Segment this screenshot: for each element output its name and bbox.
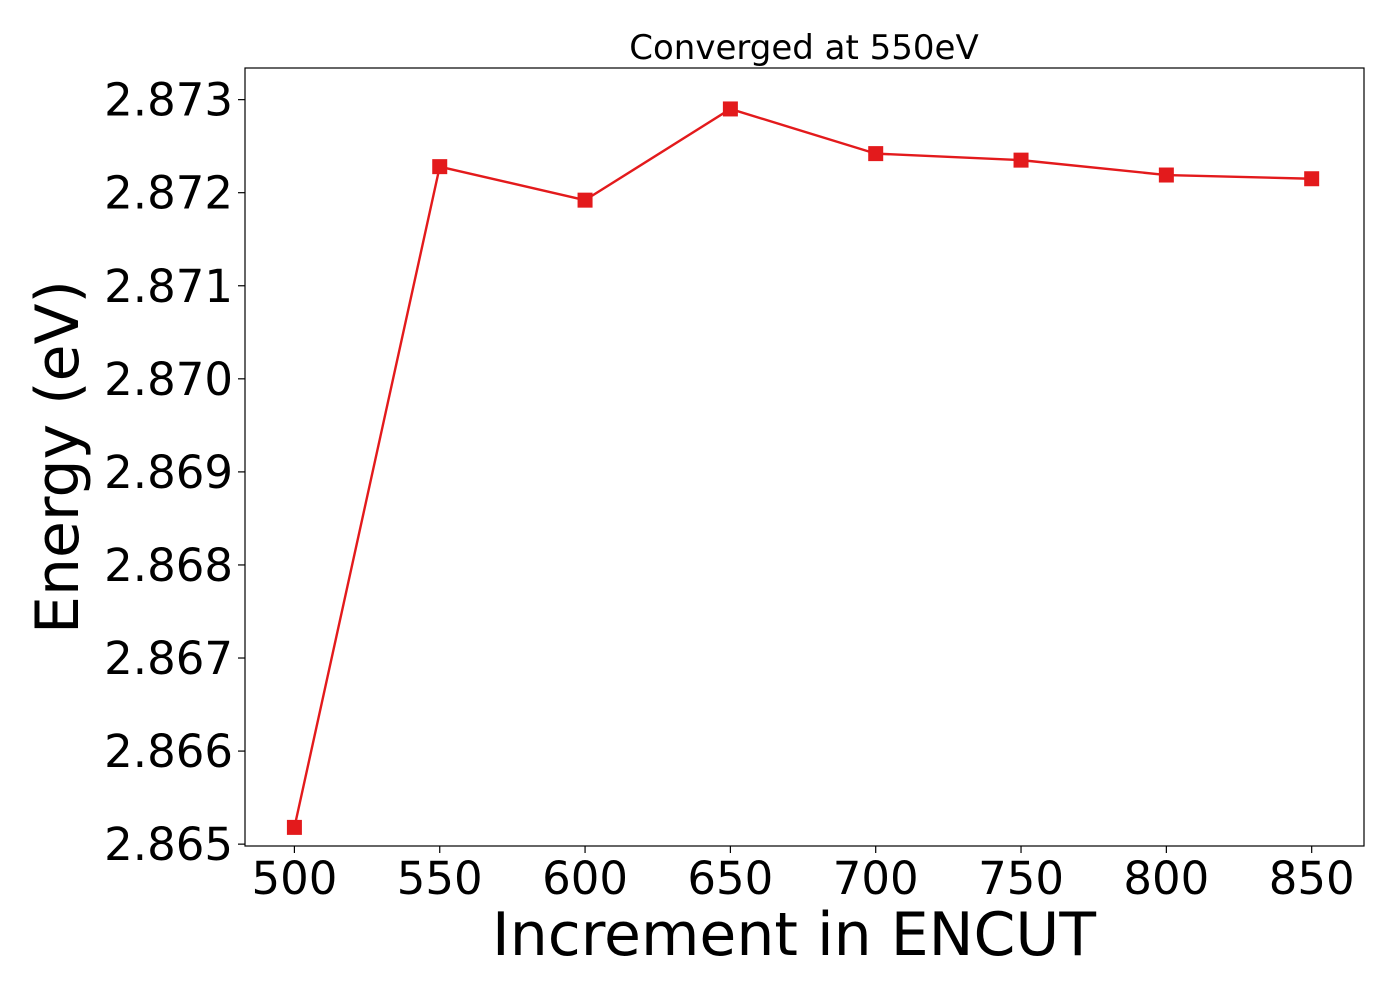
series-line-0 [293,107,1312,828]
x-tick-label-750: 750 [978,852,1064,905]
x-tick-label-500: 500 [251,852,337,905]
data-point-500 [286,819,302,835]
data-point-800 [1158,167,1174,183]
y-tick-label-2.869: 2.869 [104,446,233,499]
data-point-650 [722,101,738,117]
x-tick-label-600: 600 [542,852,628,905]
y-tick-label-2.872: 2.872 [104,167,233,220]
x-tick-label-550: 550 [397,852,483,905]
y-axis-label: Energy (eV) [23,280,93,634]
plot-frame [244,67,1365,847]
y-tick-label-2.873: 2.873 [104,74,233,127]
x-axis-label: Increment in ENCUT [492,900,1096,970]
x-tick-label-800: 800 [1123,852,1209,905]
y-tick-label-2.870: 2.870 [104,353,233,406]
x-tick-label-700: 700 [833,852,919,905]
y-tick-label-2.867: 2.867 [104,632,233,685]
x-tick-label-850: 850 [1269,852,1355,905]
y-axis: 2.865 2.866 2.867 2.868 2.869 2.870 2.871 2.872… [104,74,245,871]
y-tick-label-2.868: 2.868 [104,539,233,592]
y-tick-label-2.865: 2.865 [104,818,233,871]
data-point-850 [1304,171,1320,187]
y-tick-label-2.866: 2.866 [104,725,233,778]
series-layer [286,101,1320,835]
data-point-750 [1013,152,1029,168]
data-point-550 [432,159,448,175]
chart-title: Converged at 550eV [629,28,978,68]
y-tick-label-2.871: 2.871 [104,260,233,313]
data-point-700 [868,146,884,162]
x-axis: 500 550 600 650 700 750 800 850 [251,846,1355,905]
data-point-600 [577,192,593,208]
x-tick-label-650: 650 [687,852,773,905]
